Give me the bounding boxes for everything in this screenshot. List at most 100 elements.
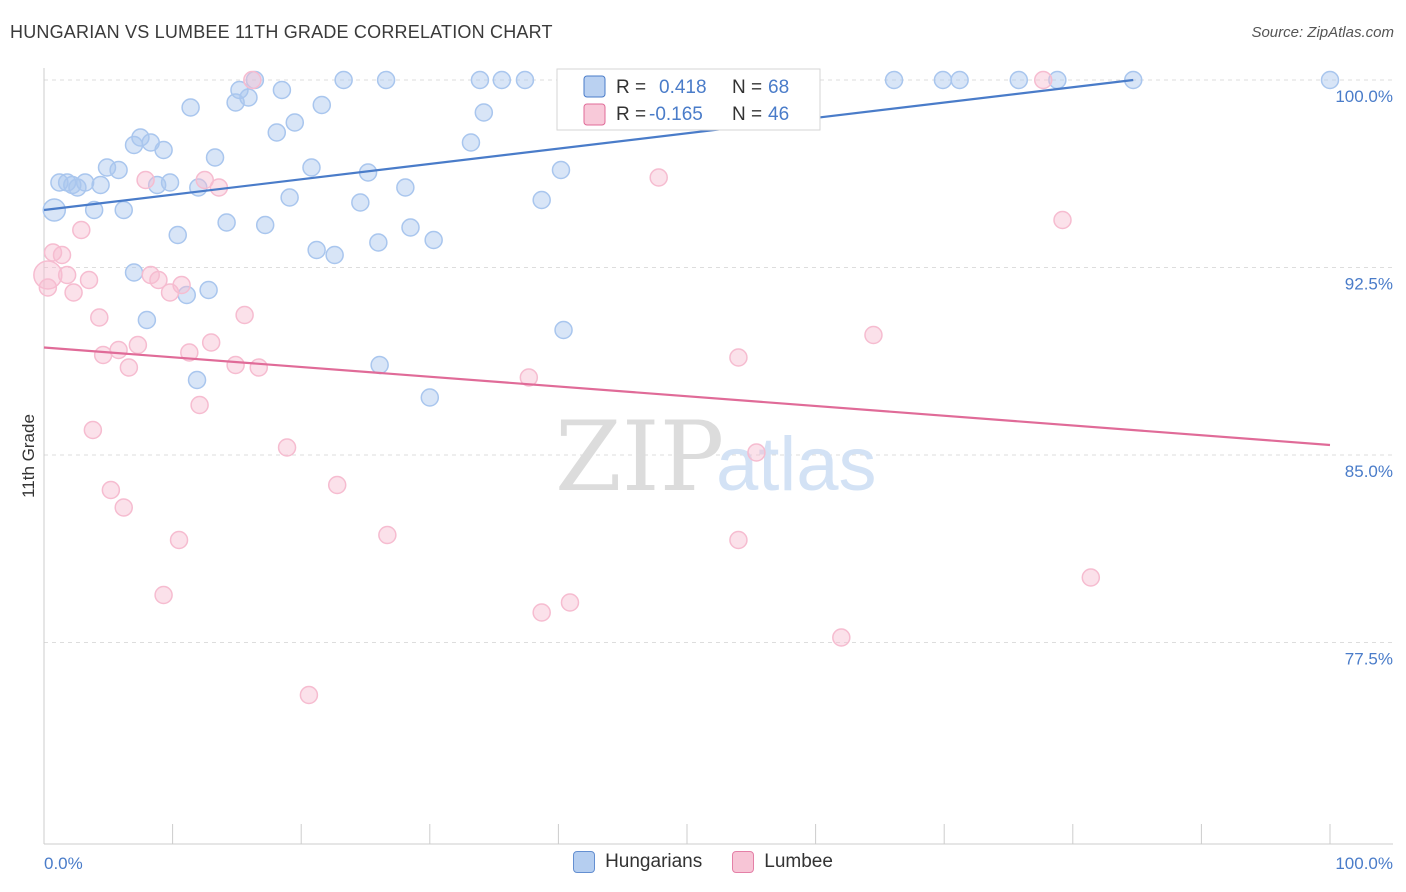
lumbee-point	[52, 245, 72, 265]
hungarians-point	[280, 188, 299, 207]
hungarians-point	[124, 263, 144, 282]
data-points	[33, 70, 1340, 705]
hungarians-point	[168, 225, 187, 245]
x-tick-label-max: 100.0%	[1335, 854, 1393, 873]
hungarians-point	[312, 95, 332, 115]
lumbee-point	[195, 170, 214, 190]
lumbee-point	[243, 70, 262, 90]
watermark-zip: ZIP	[555, 401, 724, 513]
lumbee-point	[519, 368, 539, 387]
hungarians-swatch	[573, 851, 596, 873]
hungarians-point	[551, 160, 571, 180]
hungarians-point	[420, 388, 440, 407]
hungarians-point	[154, 140, 173, 160]
lumbee-point	[114, 498, 133, 517]
lumbee-point	[136, 170, 155, 190]
lumbee-point	[649, 168, 668, 187]
lumbee-point	[149, 270, 168, 290]
lumbee-point	[201, 333, 221, 352]
legend-n-value-1: 46	[768, 104, 789, 125]
hungarians-point	[1320, 70, 1340, 90]
series-name-lumbee: Lumbee	[764, 851, 833, 872]
lumbee-point	[109, 340, 128, 360]
hungarians-point	[302, 158, 321, 177]
lumbee-point	[169, 530, 189, 550]
lumbee-point	[378, 525, 397, 545]
series-legend: Hungarians Lumbee	[0, 851, 1406, 873]
lumbee-trend-line	[43, 346, 1331, 447]
lumbee-point	[832, 628, 851, 647]
lumbee-point	[38, 278, 58, 297]
series-name-hungarians: Hungarians	[605, 851, 703, 872]
legend-r-value-0: 0.418	[659, 77, 707, 98]
hungarians-point	[325, 245, 344, 265]
trend-lines	[43, 78, 1331, 447]
hungarians-point	[1009, 70, 1029, 90]
hungarians-point	[474, 103, 494, 122]
hungarians-point	[181, 98, 200, 117]
hungarians-point	[114, 200, 133, 220]
lumbee-point	[180, 343, 199, 362]
lumbee-point	[83, 420, 103, 440]
hungarians-point	[424, 230, 443, 250]
watermark-atlas: atlas	[716, 422, 877, 507]
lumbee-point	[747, 443, 766, 462]
lumbee-point	[79, 270, 99, 290]
lumbee-point	[864, 325, 883, 345]
lumbee-point	[128, 335, 148, 355]
lumbee-point	[1033, 70, 1053, 90]
hungarians-point	[369, 233, 388, 252]
hungarians-point	[376, 70, 396, 90]
hungarians-point	[396, 178, 415, 197]
hungarians-point	[351, 193, 370, 212]
series-legend-hungarians[interactable]: Hungarians	[573, 851, 702, 873]
legend-n-value-0: 68	[768, 77, 789, 98]
hungarians-point	[131, 128, 150, 147]
hungarians-point	[97, 158, 117, 177]
axes: 100.0% 92.5% 85.0% 77.5%	[43, 68, 1393, 845]
hungarians-point	[75, 173, 95, 192]
lumbee-swatch	[732, 851, 755, 873]
hungarians-point	[950, 70, 969, 90]
lumbee-point	[119, 358, 139, 377]
hungarians-point	[239, 88, 258, 107]
hungarians-point	[272, 80, 292, 100]
hungarians-point	[199, 280, 218, 300]
legend-r-label-1: R =	[616, 104, 646, 125]
lumbee-point	[235, 305, 254, 325]
hungarians-point	[285, 113, 305, 132]
source-label: Source: ZipAtlas.com	[1251, 24, 1394, 41]
y-axis-label: 11th Grade	[19, 414, 38, 498]
hungarians-point	[884, 70, 904, 90]
lumbee-point	[190, 395, 209, 415]
hungarians-point	[187, 370, 207, 390]
hungarians-point	[461, 133, 481, 152]
lumbee-point	[327, 475, 347, 495]
lumbee-point	[729, 530, 748, 550]
lumbee-point	[226, 355, 245, 375]
hungarians-point	[515, 70, 535, 90]
hungarians-point	[554, 320, 573, 340]
lumbee-point	[93, 345, 113, 365]
hungarians-point	[470, 70, 490, 90]
hungarians-point	[933, 70, 953, 90]
hungarians-point	[532, 190, 551, 210]
lumbee-point	[101, 480, 121, 500]
hungarians-point	[217, 213, 236, 232]
lumbee-point	[729, 348, 748, 367]
x-tick-label-min: 0.0%	[44, 854, 83, 873]
lumbee-point	[90, 308, 109, 327]
chart-title: HUNGARIAN VS LUMBEE 11TH GRADE CORRELATI…	[10, 22, 553, 42]
legend-swatch-hungarians	[583, 75, 606, 98]
legend-swatch-lumbee	[583, 103, 606, 126]
hungarians-point	[267, 123, 287, 142]
lumbee-point	[64, 283, 83, 302]
lumbee-point	[532, 603, 551, 622]
hungarians-point	[492, 70, 512, 90]
lumbee-point	[1053, 210, 1072, 230]
lumbee-point	[72, 220, 91, 240]
hungarians-point	[137, 310, 157, 330]
series-legend-lumbee[interactable]: Lumbee	[732, 851, 833, 873]
hungarians-point	[334, 70, 353, 90]
